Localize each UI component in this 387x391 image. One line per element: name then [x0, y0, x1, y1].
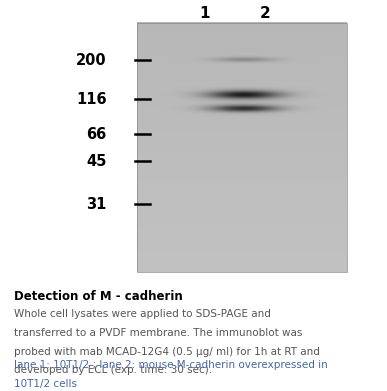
Text: 116: 116 — [76, 92, 106, 107]
Text: probed with mab MCAD-12G4 (0.5 μg/ ml) for 1h at RT and: probed with mab MCAD-12G4 (0.5 μg/ ml) f… — [14, 347, 320, 357]
Text: 200: 200 — [76, 53, 106, 68]
Text: 2: 2 — [260, 6, 271, 21]
Text: lane 1: 10T1/2 ; lane 2: mouse M-cadherin overexpressed in: lane 1: 10T1/2 ; lane 2: mouse M-cadheri… — [14, 360, 328, 370]
Text: transferred to a PVDF membrane. The immunoblot was: transferred to a PVDF membrane. The immu… — [14, 328, 303, 338]
Text: 31: 31 — [86, 197, 106, 212]
Text: 45: 45 — [86, 154, 106, 169]
Text: 10T1/2 cells: 10T1/2 cells — [14, 378, 77, 389]
Text: Detection of M - cadherin: Detection of M - cadherin — [14, 290, 183, 303]
Text: 66: 66 — [86, 127, 106, 142]
Text: Whole cell lysates were applied to SDS-PAGE and: Whole cell lysates were applied to SDS-P… — [14, 309, 271, 319]
Text: 1: 1 — [199, 6, 209, 21]
Text: developed by ECL (exp. time: 30 sec).: developed by ECL (exp. time: 30 sec). — [14, 366, 212, 375]
Bar — [137, 23, 347, 273]
